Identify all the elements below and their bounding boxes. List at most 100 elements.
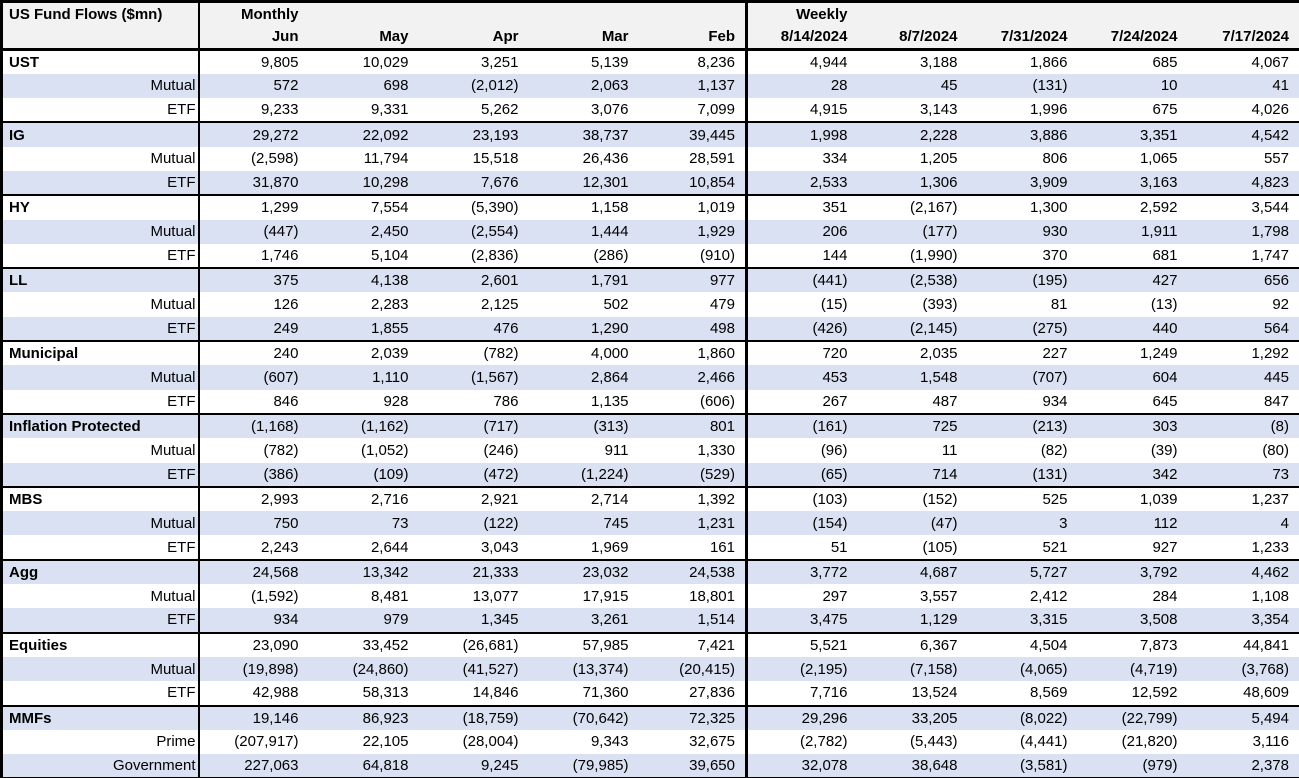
row-label-group: UST xyxy=(1,49,200,74)
value-cell: (3,581) xyxy=(967,754,1078,778)
table-row: ETF 42,988 58,313 14,846 71,360 27,836 7,716 13… xyxy=(1,681,1299,706)
row-label-sub: ETF xyxy=(1,98,200,123)
value-cell: 4,915 xyxy=(745,98,858,123)
value-cell: 1,237 xyxy=(1187,485,1299,512)
value-cell: (313) xyxy=(528,412,639,439)
value-cell: 1,860 xyxy=(638,340,747,366)
value-cell: 334 xyxy=(745,146,858,171)
value-cell: (4,719) xyxy=(1077,656,1188,682)
value-cell: (1,592) xyxy=(250,587,299,605)
value-cell: (131) xyxy=(967,73,1078,99)
value-cell: 645 xyxy=(1152,392,1178,410)
value-cell: (472) xyxy=(418,462,529,487)
value-cell: 1,747 xyxy=(1251,247,1289,265)
value-cell: 1,548 xyxy=(857,365,968,390)
header-spacer xyxy=(638,1,747,28)
value-cell: (393) xyxy=(922,296,958,314)
value-cell: 445 xyxy=(1187,365,1299,390)
value-cell: 3,772 xyxy=(745,558,858,585)
row-label-group: Equities xyxy=(1,631,200,657)
value-cell: 86,923 xyxy=(308,704,419,730)
value-cell: 39,650 xyxy=(638,754,747,778)
table-row: Mutual (19,898) (24,860) (41,527) (13,374) (2… xyxy=(1,656,1299,682)
header-spacer xyxy=(418,1,529,28)
value-cell: 21,333 xyxy=(418,558,529,585)
value-cell: 3,475 xyxy=(745,608,858,633)
value-cell: (70,642) xyxy=(528,704,639,730)
value-cell: (213) xyxy=(967,412,1078,439)
value-cell: 725 xyxy=(857,412,968,439)
value-cell: 977 xyxy=(638,267,747,293)
value-cell: 227,063 xyxy=(198,754,309,778)
column-header-week-2: 8/7/2024 xyxy=(857,27,968,51)
value-cell: 5,494 xyxy=(1187,704,1299,730)
table-row: IG 29,272 22,092 23,193 38,737 39,445 1,998 2,2… xyxy=(1,121,1299,147)
value-cell: 7,421 xyxy=(638,631,747,657)
table-row: ETF 846 928 786 1,135 (606) 267 487 934 645 847 xyxy=(1,389,1299,414)
value-cell: 1,108 xyxy=(1251,587,1289,605)
value-cell: 1,996 xyxy=(1029,101,1068,119)
column-header-feb: Feb xyxy=(638,27,747,51)
value-cell: 1,233 xyxy=(1251,538,1289,556)
value-cell: (2,836) xyxy=(470,247,519,265)
value-cell: 370 xyxy=(1042,247,1068,265)
table-row: UST 9,805 10,029 3,251 5,139 8,236 4,944 3,188 1… xyxy=(1,49,1299,74)
table-row: Mutual (607) 1,110 (1,567) 2,864 2,466 453 1,54… xyxy=(1,365,1299,390)
value-cell: 1,299 xyxy=(198,194,309,220)
row-label-group: MBS xyxy=(1,485,200,512)
value-cell: 1,135 xyxy=(590,392,629,410)
value-cell: (195) xyxy=(967,267,1078,293)
value-cell: 5,139 xyxy=(590,53,629,71)
value-cell: 745 xyxy=(528,511,639,536)
value-cell: 1,746 xyxy=(260,247,299,265)
value-cell: 10 xyxy=(1077,73,1188,99)
value-cell: 4,462 xyxy=(1187,558,1299,585)
value-cell: 24,538 xyxy=(638,558,747,585)
value-cell: 18,801 xyxy=(689,587,735,605)
value-cell: 11,794 xyxy=(363,150,409,168)
value-cell: 5,727 xyxy=(967,558,1078,585)
value-cell: 572 xyxy=(198,73,309,99)
value-cell: 8,569 xyxy=(1029,684,1068,702)
value-cell: 1,129 xyxy=(857,608,968,633)
table-row: ETF 2,243 2,644 3,043 1,969 161 51 (105) 521 927 1… xyxy=(1,535,1299,560)
value-cell: 11 xyxy=(941,441,958,459)
value-cell: 1,855 xyxy=(308,316,419,342)
value-cell: 73 xyxy=(308,511,419,536)
value-cell: 28 xyxy=(745,73,858,99)
value-cell: (1,990) xyxy=(909,247,958,265)
table-row: Mutual 750 73 (122) 745 1,231 (154) (47) 3 112 4 xyxy=(1,511,1299,536)
row-label-group: HY xyxy=(1,194,200,220)
value-cell: 2,921 xyxy=(418,485,529,512)
value-cell: (246) xyxy=(483,441,519,459)
value-cell: 1,330 xyxy=(697,441,735,459)
value-cell: 2,039 xyxy=(308,340,419,366)
value-cell: (2,167) xyxy=(857,194,968,220)
table-row: ETF 9,233 9,331 5,262 3,076 7,099 4,915 3,143 1,… xyxy=(1,98,1299,123)
value-cell: 525 xyxy=(967,485,1078,512)
value-cell: 3,076 xyxy=(590,101,629,119)
value-cell: 7,099 xyxy=(697,101,735,119)
table-row: HY 1,299 7,554 (5,390) 1,158 1,019 351 (2,167) 1… xyxy=(1,194,1299,220)
value-cell: 3,251 xyxy=(480,53,519,71)
value-cell: 934 xyxy=(1042,392,1068,410)
value-cell: 1,392 xyxy=(638,485,747,512)
row-label-sub: Mutual xyxy=(1,73,200,99)
row-label-sub: Mutual xyxy=(1,146,200,171)
value-cell: (152) xyxy=(857,485,968,512)
value-cell: 3,909 xyxy=(967,170,1078,196)
value-cell: 9,245 xyxy=(418,754,529,778)
column-header-apr: Apr xyxy=(418,27,529,51)
column-header-week-1: 8/14/2024 xyxy=(745,27,858,51)
value-cell: (122) xyxy=(418,511,529,536)
row-label-group: Inflation Protected xyxy=(1,412,200,439)
value-cell: (1,162) xyxy=(308,412,419,439)
value-cell: 1,798 xyxy=(1187,219,1299,244)
table-row: ETF (386) (109) (472) (1,224) (529) (65) 714 (13… xyxy=(1,462,1299,487)
section-header-monthly: Monthly xyxy=(198,1,309,28)
value-cell: 675 xyxy=(1152,101,1178,119)
value-cell: 806 xyxy=(1042,150,1068,168)
value-cell: 303 xyxy=(1077,412,1188,439)
